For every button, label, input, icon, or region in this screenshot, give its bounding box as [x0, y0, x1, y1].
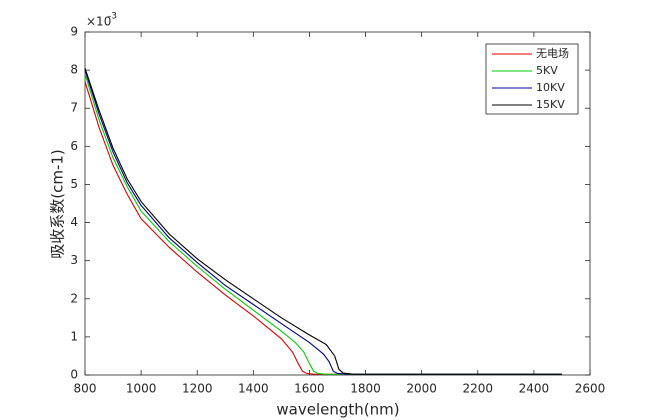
- x-tick-label: 1400: [238, 382, 269, 396]
- y-tick-label: 6: [70, 139, 78, 153]
- x-tick-label: 2000: [406, 382, 437, 396]
- legend-label: 10KV: [536, 81, 565, 94]
- x-tick-label: 1000: [126, 382, 157, 396]
- legend-label: 无电场: [536, 46, 569, 60]
- y-multiplier-exponent: -3: [108, 12, 117, 22]
- y-tick-label: 4: [70, 215, 78, 229]
- data-line: [84, 73, 562, 375]
- x-tick-label: 2400: [519, 382, 550, 396]
- x-tick-label: 800: [74, 382, 97, 396]
- data-line: [84, 69, 562, 375]
- x-tick-label: 1600: [294, 382, 325, 396]
- legend-label: 15KV: [536, 98, 565, 111]
- x-axis-label: wavelength(nm): [276, 401, 399, 419]
- y-tick-label: 3: [70, 253, 78, 267]
- x-tick-label: 2200: [463, 382, 494, 396]
- y-tick-label: 5: [70, 177, 78, 191]
- y-tick-label: 8: [70, 63, 78, 77]
- legend-label: 5KV: [536, 64, 558, 77]
- x-tick-label: 2600: [575, 382, 606, 396]
- legend-box: [485, 43, 579, 115]
- y-tick-label: 9: [70, 25, 78, 39]
- legend: 无电场 5KV 10KV 15KV: [485, 43, 579, 115]
- y-axis-label: 吸收系数(cm-1): [49, 149, 67, 259]
- y-tick-label: 2: [70, 291, 78, 305]
- y-tick-label: 0: [70, 368, 78, 382]
- x-tick-label: 1800: [350, 382, 381, 396]
- x-tick-label: 1200: [182, 382, 213, 396]
- data-line: [84, 68, 562, 375]
- data-line: [84, 81, 562, 375]
- y-tick-label: 1: [70, 329, 78, 343]
- y-multiplier: ×10: [86, 15, 111, 29]
- y-tick-label: 7: [70, 101, 78, 115]
